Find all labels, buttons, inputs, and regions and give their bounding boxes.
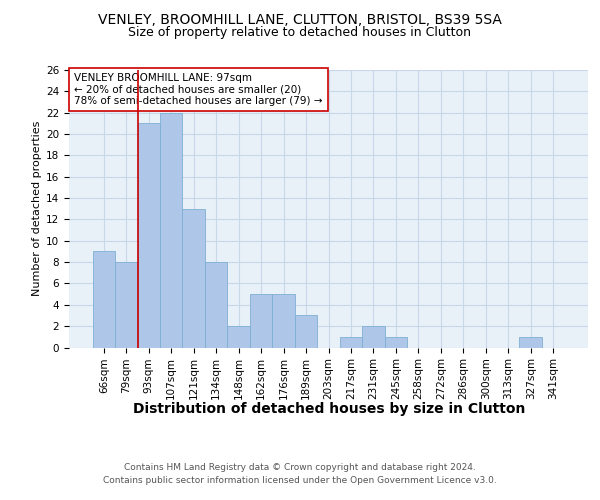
Bar — [115, 262, 137, 348]
Bar — [92, 252, 115, 348]
Bar — [227, 326, 250, 347]
Bar — [362, 326, 385, 347]
Bar — [160, 112, 182, 348]
Bar — [272, 294, 295, 348]
Y-axis label: Number of detached properties: Number of detached properties — [32, 121, 42, 296]
Text: Contains public sector information licensed under the Open Government Licence v3: Contains public sector information licen… — [103, 476, 497, 485]
Text: Distribution of detached houses by size in Clutton: Distribution of detached houses by size … — [133, 402, 525, 416]
Bar — [295, 316, 317, 348]
Text: Size of property relative to detached houses in Clutton: Size of property relative to detached ho… — [128, 26, 472, 39]
Bar — [385, 337, 407, 347]
Bar — [520, 337, 542, 347]
Text: VENLEY, BROOMHILL LANE, CLUTTON, BRISTOL, BS39 5SA: VENLEY, BROOMHILL LANE, CLUTTON, BRISTOL… — [98, 12, 502, 26]
Bar — [205, 262, 227, 348]
Text: VENLEY BROOMHILL LANE: 97sqm
← 20% of detached houses are smaller (20)
78% of se: VENLEY BROOMHILL LANE: 97sqm ← 20% of de… — [74, 73, 323, 106]
Bar — [182, 209, 205, 348]
Bar — [340, 337, 362, 347]
Bar — [250, 294, 272, 348]
Text: Contains HM Land Registry data © Crown copyright and database right 2024.: Contains HM Land Registry data © Crown c… — [124, 462, 476, 471]
Bar — [137, 124, 160, 348]
